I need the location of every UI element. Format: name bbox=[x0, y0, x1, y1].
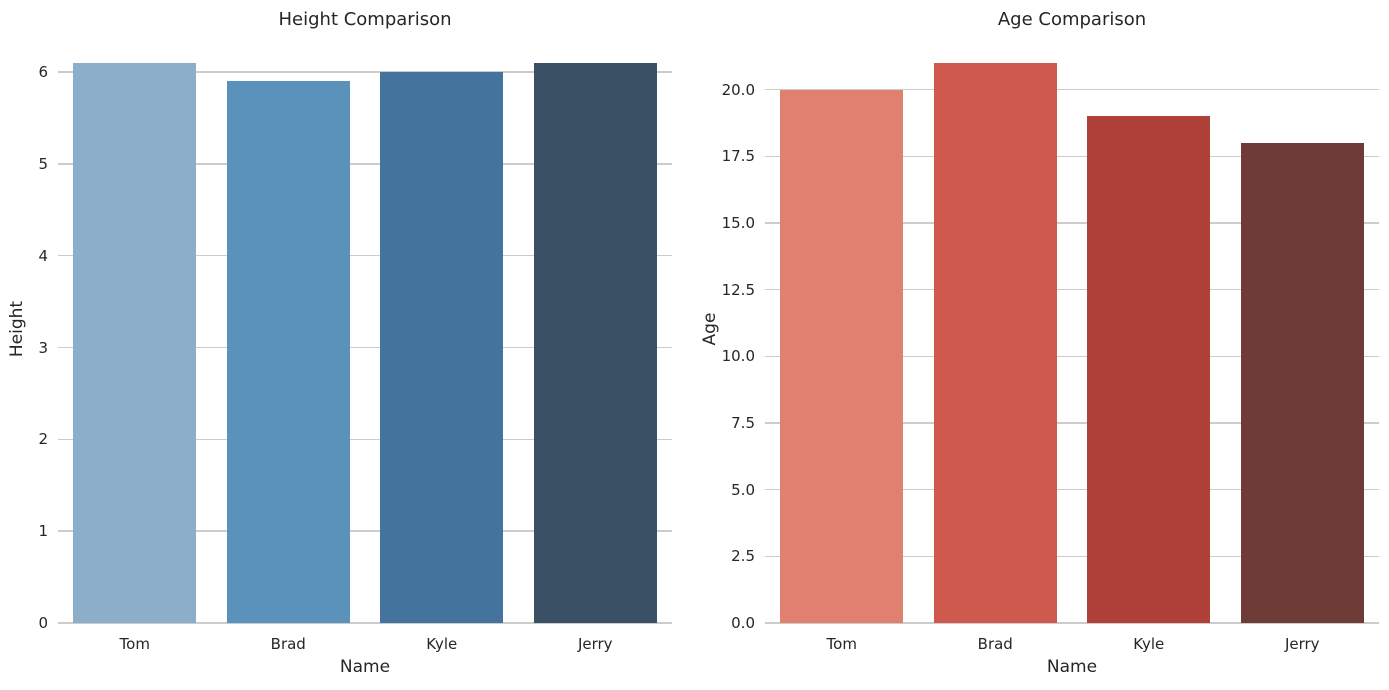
gridline bbox=[58, 622, 672, 624]
gridline bbox=[765, 555, 1379, 558]
y-tick-label: 5 bbox=[38, 154, 48, 173]
chart-title: Age Comparison bbox=[997, 9, 1147, 30]
gridline bbox=[765, 222, 1379, 224]
x-tick-label: Brad bbox=[270, 635, 306, 653]
x-tick-label: Brad bbox=[977, 635, 1013, 653]
y-tick-label: 12.5 bbox=[721, 280, 755, 299]
x-axis-label: Name bbox=[339, 657, 391, 677]
bar-tom bbox=[73, 63, 197, 623]
bar-brad bbox=[933, 63, 1057, 623]
y-tick-label: 2 bbox=[38, 430, 48, 449]
y-tick-label: 17.5 bbox=[721, 147, 755, 166]
gridline bbox=[765, 355, 1379, 358]
y-tick-label: 3 bbox=[38, 338, 48, 357]
y-tick-label: 4 bbox=[38, 246, 48, 265]
bar-tom bbox=[780, 89, 904, 623]
y-tick-label: 0.0 bbox=[731, 614, 755, 632]
gridline bbox=[765, 155, 1379, 158]
gridline bbox=[58, 71, 672, 73]
gridline bbox=[58, 163, 672, 165]
gridline bbox=[765, 622, 1379, 624]
gridline bbox=[58, 530, 672, 532]
y-tick-label: 10.0 bbox=[721, 347, 755, 366]
gridline bbox=[58, 255, 672, 257]
x-tick-label: Tom bbox=[826, 635, 857, 653]
y-tick-label: 20.0 bbox=[721, 80, 755, 99]
y-tick-label: 0 bbox=[38, 614, 48, 632]
gridline bbox=[58, 438, 672, 441]
y-tick-label: 7.5 bbox=[731, 414, 755, 432]
y-tick-label: 2.5 bbox=[731, 547, 755, 566]
gridline bbox=[765, 88, 1379, 91]
gridline bbox=[58, 346, 672, 349]
bar-brad bbox=[226, 81, 350, 623]
bar-kyle bbox=[380, 72, 504, 623]
bar-kyle bbox=[1087, 116, 1211, 623]
gridline bbox=[765, 488, 1379, 491]
gridline bbox=[765, 288, 1379, 291]
x-tick-label: Jerry bbox=[1284, 635, 1320, 653]
y-tick-label: 5.0 bbox=[731, 480, 755, 499]
y-tick-label: 6 bbox=[38, 63, 48, 82]
x-axis-label: Name bbox=[1046, 657, 1098, 677]
x-tick-label: Kyle bbox=[1133, 635, 1165, 653]
y-tick-label: 15.0 bbox=[721, 214, 755, 232]
x-tick-label: Kyle bbox=[426, 635, 458, 653]
gridline bbox=[765, 422, 1379, 424]
x-tick-label: Jerry bbox=[577, 635, 613, 653]
y-tick-label: 1 bbox=[38, 522, 48, 541]
x-tick-label: Tom bbox=[119, 635, 150, 653]
chart-title: Height Comparison bbox=[278, 9, 452, 30]
bar-jerry bbox=[1240, 143, 1364, 623]
bar-jerry bbox=[533, 63, 657, 623]
